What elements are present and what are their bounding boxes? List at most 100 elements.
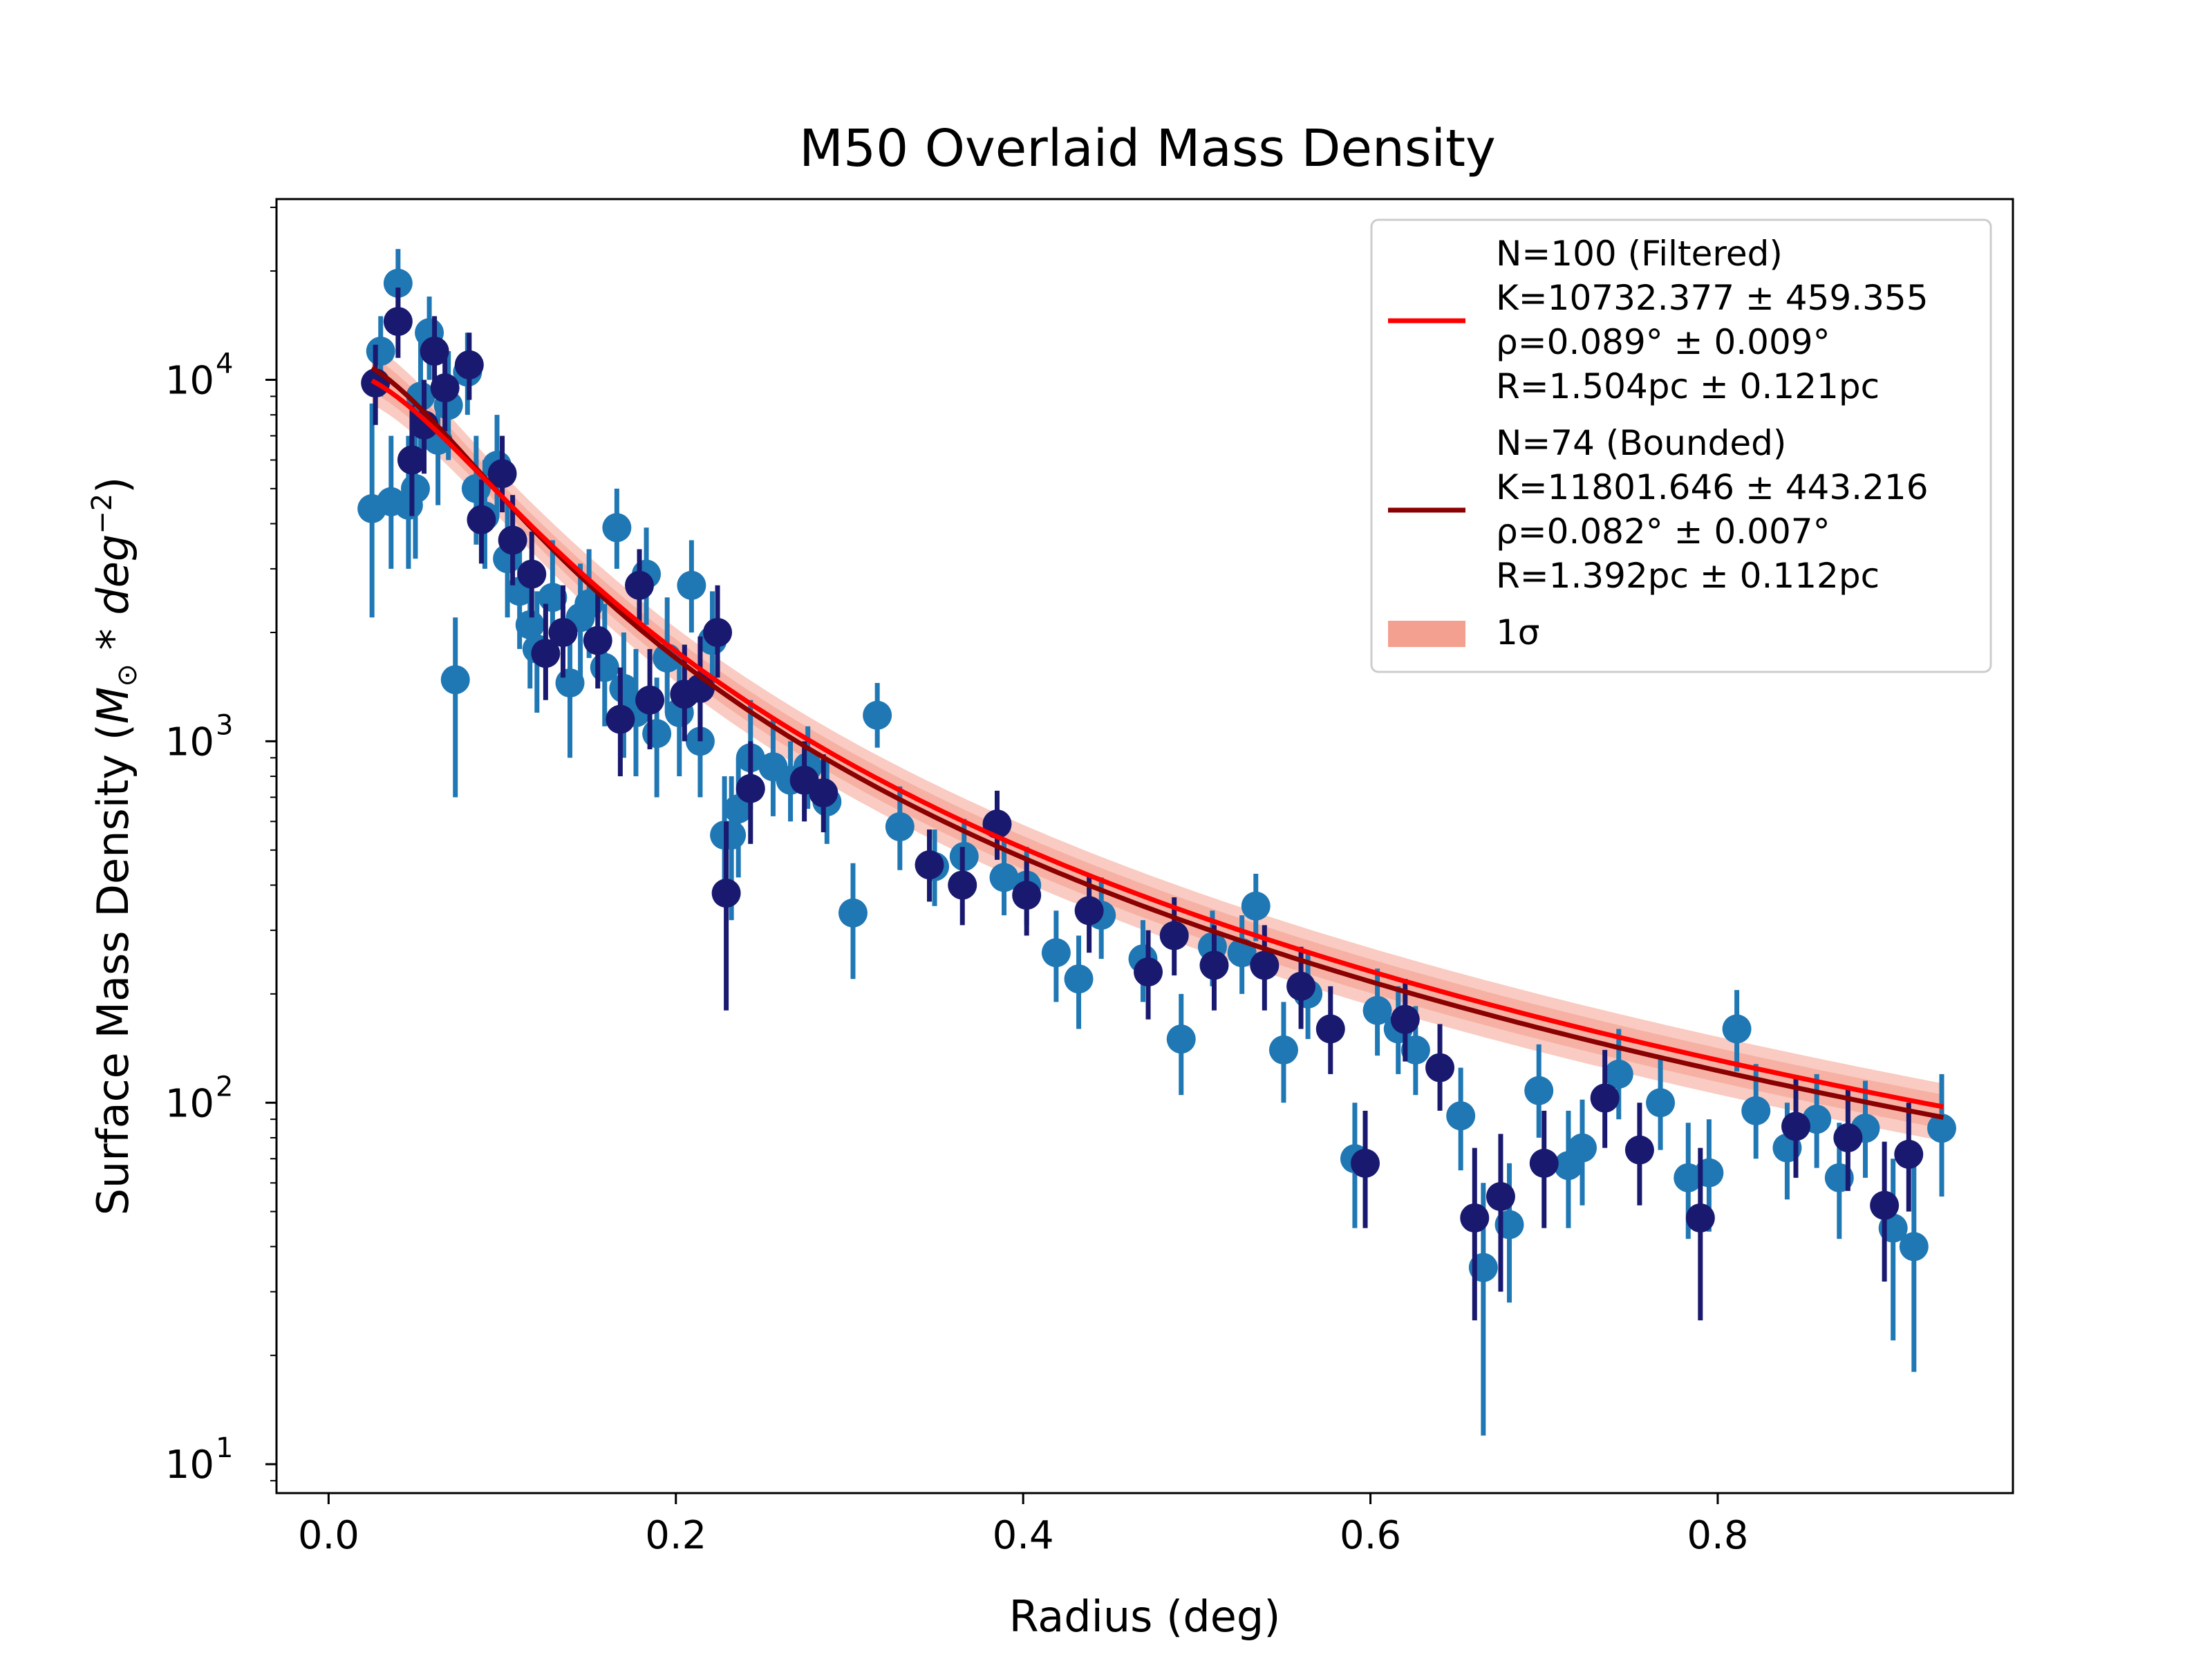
data-point xyxy=(711,879,741,908)
data-point xyxy=(1927,1114,1957,1143)
legend-label-line: N=100 (Filtered) xyxy=(1496,234,1783,274)
data-point xyxy=(440,665,470,695)
data-point xyxy=(838,898,868,928)
data-point xyxy=(1590,1083,1620,1113)
y-tick-label: 10 xyxy=(165,1443,214,1488)
x-tick-label: 0.0 xyxy=(298,1513,359,1558)
data-point xyxy=(677,570,706,600)
x-axis: 0.0 0.2 0.4 0.6 0.8 xyxy=(298,1493,1748,1558)
data-point xyxy=(1722,1014,1752,1044)
data-point xyxy=(1362,995,1392,1025)
data-point xyxy=(1134,957,1163,987)
data-point xyxy=(635,685,665,715)
data-point xyxy=(498,525,527,555)
chart-title: M50 Overlaid Mass Density xyxy=(799,119,1496,178)
data-point xyxy=(1460,1203,1490,1232)
data-point xyxy=(1624,1135,1654,1165)
y-tick-exponent: 4 xyxy=(216,348,233,379)
data-point xyxy=(1524,1076,1554,1105)
data-point xyxy=(642,719,672,749)
data-point xyxy=(366,337,395,366)
legend-label-line: ρ=0.089° ± 0.009° xyxy=(1496,322,1830,362)
data-point xyxy=(531,639,561,668)
data-point xyxy=(1199,950,1229,980)
sigma-band-outer xyxy=(372,344,1944,1141)
x-tick-label: 0.8 xyxy=(1687,1513,1748,1558)
legend-label-line: ρ=0.082° ± 0.007° xyxy=(1496,512,1830,552)
data-point xyxy=(1604,1059,1633,1089)
data-point xyxy=(1899,1232,1929,1262)
data-point xyxy=(467,505,496,534)
data-point xyxy=(1315,1014,1345,1044)
data-point xyxy=(1012,881,1042,910)
data-point xyxy=(548,617,578,647)
data-point xyxy=(703,617,733,647)
data-point xyxy=(625,570,655,600)
data-point xyxy=(1250,950,1280,980)
fit-line-filtered xyxy=(371,378,1944,1109)
data-point xyxy=(1485,1182,1515,1212)
data-point xyxy=(1833,1123,1863,1152)
data-point xyxy=(397,445,427,475)
data-point xyxy=(609,673,639,703)
data-point xyxy=(383,268,413,298)
data-point xyxy=(602,513,632,543)
data-point xyxy=(1529,1148,1559,1178)
data-point xyxy=(383,307,413,337)
data-point xyxy=(1064,964,1094,994)
plot-frame xyxy=(275,198,2014,1494)
data-point xyxy=(1781,1112,1810,1141)
legend-label-line: K=10732.377 ± 459.355 xyxy=(1496,278,1929,318)
data-point xyxy=(420,337,449,366)
y-tick-label: 10 xyxy=(165,720,214,765)
data-point xyxy=(863,700,892,730)
data-point xyxy=(1400,1035,1430,1065)
legend-band-swatch xyxy=(1388,621,1465,647)
data-point xyxy=(1390,1004,1420,1034)
data-point xyxy=(1166,1024,1196,1054)
data-point xyxy=(583,626,612,655)
data-point xyxy=(1741,1096,1771,1125)
data-point xyxy=(1041,938,1071,968)
y-tick-label: 10 xyxy=(165,358,214,403)
data-point xyxy=(1685,1203,1715,1232)
y-tick-exponent: 2 xyxy=(216,1071,233,1103)
data-point xyxy=(1568,1133,1597,1163)
data-point xyxy=(1351,1148,1380,1178)
fit-line-bounded xyxy=(371,366,1944,1121)
data-point xyxy=(487,459,517,489)
x-axis-label: Radius (deg) xyxy=(1009,1591,1281,1642)
legend-label-line: R=1.504pc ± 0.121pc xyxy=(1496,366,1880,406)
data-point xyxy=(1646,1088,1676,1118)
data-point xyxy=(1870,1190,1900,1220)
data-point xyxy=(1074,896,1104,926)
data-point xyxy=(1894,1139,1924,1169)
legend-box xyxy=(1370,218,1992,673)
series-bounded xyxy=(361,287,1924,1321)
data-point xyxy=(430,373,460,403)
data-point xyxy=(1446,1101,1476,1131)
data-point xyxy=(948,870,977,900)
data-point xyxy=(989,863,1019,892)
y-tick-label: 10 xyxy=(165,1081,214,1126)
x-tick-label: 0.2 xyxy=(645,1513,706,1558)
data-point xyxy=(400,474,430,503)
data-point xyxy=(517,559,547,589)
y-tick-exponent: 1 xyxy=(216,1432,233,1464)
data-point xyxy=(735,774,765,803)
x-tick-label: 0.6 xyxy=(1340,1513,1401,1558)
legend: N=100 (Filtered)K=10732.377 ± 459.355ρ=0… xyxy=(1370,218,1992,673)
data-point xyxy=(606,704,635,734)
data-point xyxy=(1425,1053,1455,1082)
data-point xyxy=(885,812,915,842)
data-point xyxy=(915,850,944,880)
data-point xyxy=(1286,971,1316,1001)
legend-label-line: R=1.392pc ± 0.112pc xyxy=(1496,556,1880,596)
data-point xyxy=(1268,1035,1298,1065)
x-tick-label: 0.4 xyxy=(993,1513,1054,1558)
data-point xyxy=(1159,921,1189,950)
legend-label-line: N=74 (Bounded) xyxy=(1496,423,1786,463)
legend-label-line: 1σ xyxy=(1496,612,1540,653)
data-point xyxy=(717,821,747,850)
